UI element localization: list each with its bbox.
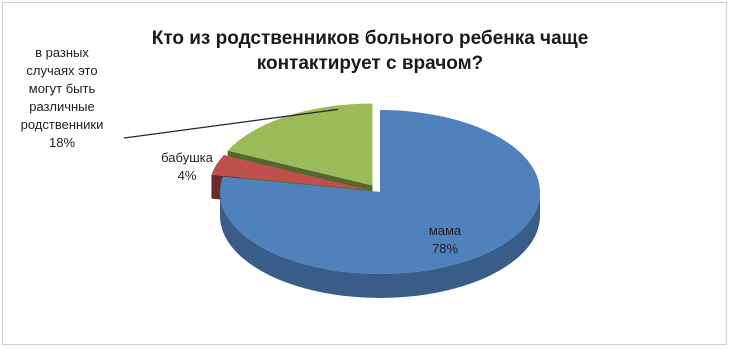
slice-label-grandma-value: 4% <box>177 168 197 183</box>
slice-label-relatives-line-2: случаях это <box>26 63 98 78</box>
slice-label-relatives-line-1: в разных <box>35 45 89 60</box>
pie-slice-1 <box>211 155 369 190</box>
slice-label-mama-value: 78% <box>431 241 459 256</box>
slice-label-relatives-line-3: могут быть <box>28 81 96 96</box>
pie-slice-2 <box>227 103 373 186</box>
slice-label-relatives-value: 18% <box>48 135 76 150</box>
slice-label-relatives: в разных случаях это могут быть различны… <box>2 44 122 152</box>
slice-label-grandma: бабушка 4% <box>152 149 222 185</box>
slice-label-grandma-name: бабушка <box>161 150 213 165</box>
pie-slice-side-0 <box>220 192 540 298</box>
slice-label-relatives-line-5: родственники <box>20 117 104 132</box>
slice-label-mama-name: мама <box>428 223 462 238</box>
pie-slice-0 <box>220 110 540 274</box>
chart-title: Кто из родственников больного ребенка ча… <box>151 28 589 74</box>
slice-label-relatives-line-4: различные <box>29 99 95 114</box>
leader-line-relatives <box>123 108 339 139</box>
slice-label-mama: мама 78% <box>405 222 485 258</box>
